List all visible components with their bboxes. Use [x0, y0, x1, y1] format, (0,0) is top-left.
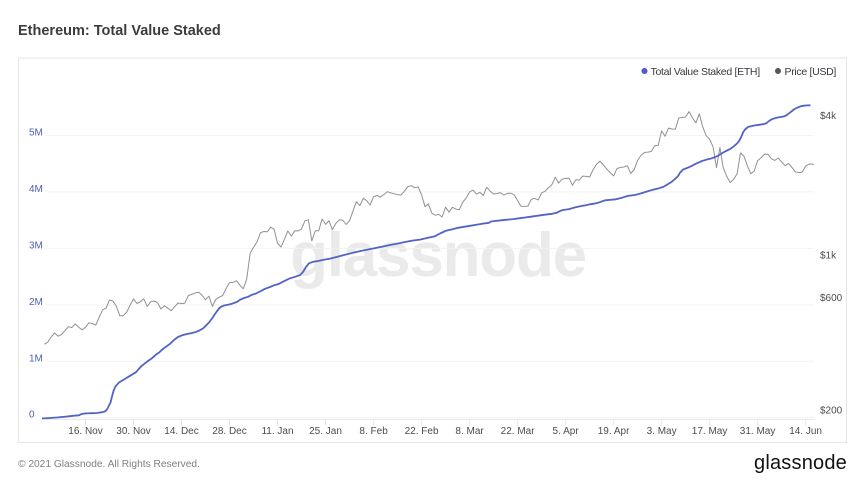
- svg-text:8. Feb: 8. Feb: [359, 426, 388, 437]
- svg-text:3. May: 3. May: [647, 426, 677, 437]
- svg-text:3M: 3M: [29, 240, 43, 251]
- svg-text:22. Mar: 22. Mar: [501, 426, 536, 437]
- svg-text:31. May: 31. May: [740, 426, 776, 437]
- svg-text:8. Mar: 8. Mar: [455, 426, 484, 437]
- svg-text:$600: $600: [820, 293, 843, 304]
- svg-text:1M: 1M: [29, 353, 43, 364]
- svg-text:$4k: $4k: [820, 111, 837, 122]
- svg-text:22. Feb: 22. Feb: [405, 426, 439, 437]
- svg-text:2M: 2M: [29, 297, 43, 308]
- svg-text:14. Dec: 14. Dec: [164, 426, 198, 437]
- svg-text:Total Value Staked [ETH]: Total Value Staked [ETH]: [651, 66, 761, 78]
- svg-text:16. Nov: 16. Nov: [68, 426, 102, 437]
- svg-text:25. Jan: 25. Jan: [309, 426, 342, 437]
- svg-text:17. May: 17. May: [692, 426, 728, 437]
- svg-text:30. Nov: 30. Nov: [116, 426, 150, 437]
- svg-text:0: 0: [29, 410, 35, 421]
- svg-text:28. Dec: 28. Dec: [212, 426, 246, 437]
- svg-text:11. Jan: 11. Jan: [261, 426, 293, 437]
- svg-text:$200: $200: [820, 406, 843, 417]
- svg-text:5. Apr: 5. Apr: [553, 426, 580, 437]
- svg-text:glassnode: glassnode: [290, 221, 586, 290]
- svg-text:4M: 4M: [29, 184, 43, 195]
- svg-text:14. Jun: 14. Jun: [789, 426, 822, 437]
- svg-text:Price [USD]: Price [USD]: [785, 66, 837, 78]
- svg-text:5M: 5M: [29, 127, 43, 138]
- svg-text:19. Apr: 19. Apr: [598, 426, 630, 437]
- svg-text:$1k: $1k: [820, 251, 837, 262]
